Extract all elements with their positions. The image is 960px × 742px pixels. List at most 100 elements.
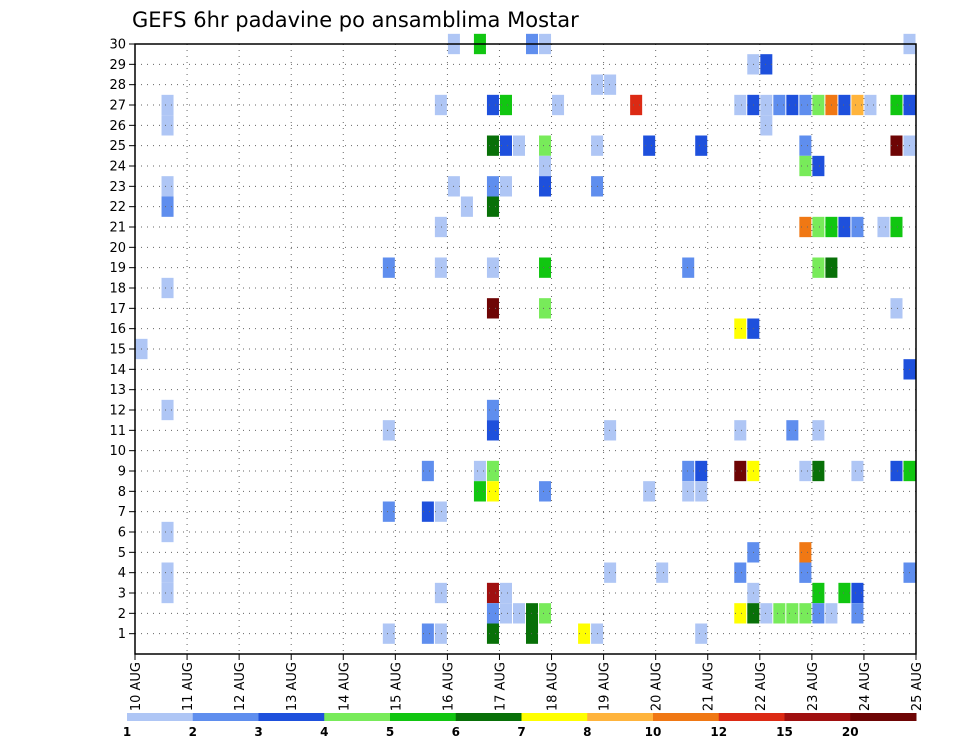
- y-tick-label: 28: [109, 78, 126, 93]
- heatmap-cell: [421, 460, 434, 482]
- y-tick-label: 9: [118, 465, 126, 480]
- y-tick-label: 22: [109, 200, 126, 215]
- y-tick-label: 17: [109, 302, 126, 317]
- colorbar-label: 4: [320, 725, 328, 739]
- heatmap-cell: [512, 135, 525, 156]
- x-tick-label: 24 AUG: [858, 662, 873, 711]
- heatmap-cell: [539, 257, 552, 278]
- y-tick-label: 6: [118, 526, 126, 541]
- heatmap-cell: [760, 94, 773, 116]
- heatmap-cell: [434, 501, 447, 522]
- heatmap-cell: [552, 94, 565, 116]
- heatmap-cell: [812, 216, 825, 238]
- colorbar-swatch: [587, 713, 654, 721]
- colorbar-swatch: [850, 713, 917, 721]
- x-tick-label: 23 AUG: [806, 662, 821, 711]
- x-tick-label: 16 AUG: [441, 662, 456, 711]
- heatmap-cell: [526, 623, 539, 644]
- heatmap-cell: [539, 298, 552, 319]
- y-tick-label: 29: [109, 58, 126, 73]
- y-tick-label: 3: [118, 587, 126, 602]
- heatmap-cell: [695, 481, 708, 502]
- heatmap-cell: [499, 582, 512, 604]
- y-tick-label: 19: [109, 261, 126, 276]
- heatmap-cell: [486, 623, 499, 644]
- heatmap-cell: [799, 216, 812, 238]
- heatmap-cell: [838, 582, 851, 604]
- x-tick-label: 19 AUG: [598, 662, 613, 711]
- heatmap-cell: [682, 481, 695, 502]
- heatmap-cell: [161, 115, 174, 136]
- heatmap-cell: [760, 603, 773, 624]
- heatmap-cell: [695, 460, 708, 482]
- x-tick-label: 12 AUG: [233, 662, 248, 711]
- colorbar-swatch: [390, 713, 457, 721]
- heatmap-cell: [539, 603, 552, 624]
- heatmap-cell: [786, 603, 799, 624]
- heatmap-cell: [734, 420, 747, 441]
- heatmap-cell: [161, 521, 174, 543]
- x-axis: 10 AUG 11 AUG 12 AUG 13 AUG 14 AUG 15 AUG 16 A…: [129, 654, 925, 711]
- heatmap-cell: [643, 135, 656, 156]
- heatmap-cell: [604, 74, 617, 95]
- heatmap-cell: [773, 94, 786, 116]
- heatmap-cell: [773, 603, 786, 624]
- x-tick-label: 11 AUG: [181, 662, 196, 711]
- heatmap-cell: [421, 501, 434, 522]
- heatmap-cell: [486, 603, 499, 624]
- chart-title: GEFS 6hr padavine po ansamblima Mostar: [132, 8, 579, 32]
- heatmap-cell: [812, 257, 825, 278]
- heatmap-cell: [630, 94, 643, 116]
- heatmap-cell: [499, 176, 512, 197]
- heatmap-cell: [851, 582, 864, 604]
- heatmap-cell: [421, 623, 434, 644]
- y-tick-label: 30: [109, 38, 126, 53]
- heatmap-cell: [734, 603, 747, 624]
- y-tick-label: 5: [118, 546, 126, 561]
- heatmap-cell: [539, 481, 552, 502]
- heatmap-cell: [604, 562, 617, 583]
- colorbar-swatch: [258, 713, 325, 721]
- heatmap-cell: [851, 460, 864, 482]
- heatmap-cell: [760, 54, 773, 75]
- colorbar-swatch: [784, 713, 851, 721]
- colorbar-label: 12: [710, 725, 727, 739]
- heatmap-cell: [486, 298, 499, 319]
- colorbar-swatch: [521, 713, 588, 721]
- heatmap-cell: [526, 603, 539, 624]
- colorbar-label: 3: [254, 725, 262, 739]
- y-tick-label: 27: [109, 99, 126, 114]
- heatmap-cell: [851, 216, 864, 238]
- heatmap-cell: [799, 94, 812, 116]
- heatmap-cell: [682, 460, 695, 482]
- heatmap-cell: [161, 399, 174, 421]
- heatmap-cell: [812, 460, 825, 482]
- heatmap-cell: [890, 135, 903, 156]
- heatmap-cell: [786, 420, 799, 441]
- colorbar-label: 15: [776, 725, 793, 739]
- colorbar-swatch: [455, 713, 522, 721]
- heatmap-cell: [382, 257, 395, 278]
- heatmap-cell: [851, 603, 864, 624]
- colorbar-swatch: [718, 713, 785, 721]
- heatmap-cell: [812, 155, 825, 177]
- heatmap-cell: [799, 135, 812, 156]
- heatmap-cell: [695, 135, 708, 156]
- heatmap-cell: [890, 216, 903, 238]
- y-tick-label: 10: [109, 444, 126, 459]
- x-tick-label: 17 AUG: [493, 662, 508, 711]
- heatmap-cell: [539, 176, 552, 197]
- colorbar-swatch: [324, 713, 391, 721]
- heatmap-cell: [799, 562, 812, 583]
- y-tick-label: 20: [109, 241, 126, 256]
- heatmap-cell: [486, 399, 499, 421]
- heatmap-cell: [161, 176, 174, 197]
- heatmap-cell: [161, 582, 174, 604]
- colorbar-label: 10: [645, 725, 662, 739]
- y-tick-label: 11: [109, 424, 126, 439]
- x-tick-label: 21 AUG: [702, 662, 717, 711]
- heatmap-cell: [760, 115, 773, 136]
- heatmap-cell: [799, 603, 812, 624]
- colorbar-swatch: [653, 713, 720, 721]
